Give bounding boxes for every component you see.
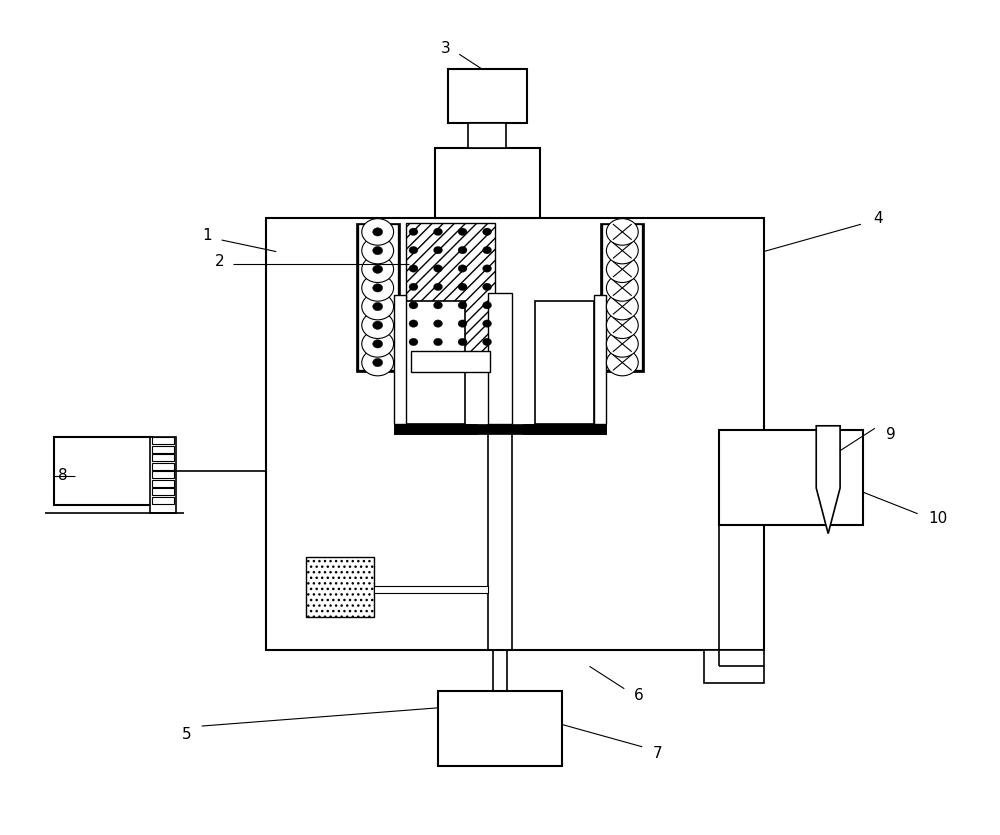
Circle shape xyxy=(362,275,394,301)
Polygon shape xyxy=(816,426,840,534)
Circle shape xyxy=(458,228,467,235)
Text: 6: 6 xyxy=(634,688,644,703)
Circle shape xyxy=(434,301,442,309)
Circle shape xyxy=(606,219,638,245)
Bar xyxy=(594,295,606,424)
Bar xyxy=(150,437,176,513)
Circle shape xyxy=(458,338,467,346)
Circle shape xyxy=(606,312,638,338)
Ellipse shape xyxy=(410,250,485,277)
Circle shape xyxy=(373,228,383,236)
Bar xyxy=(468,123,506,148)
Bar xyxy=(438,691,562,766)
Text: 5: 5 xyxy=(182,726,192,741)
Circle shape xyxy=(362,219,394,245)
Circle shape xyxy=(458,301,467,309)
Circle shape xyxy=(373,358,383,367)
Circle shape xyxy=(483,338,492,346)
Bar xyxy=(152,472,174,478)
Circle shape xyxy=(409,246,418,254)
Circle shape xyxy=(409,301,418,309)
Bar xyxy=(152,497,174,504)
Bar xyxy=(535,301,594,424)
Bar xyxy=(394,295,406,424)
Bar xyxy=(704,650,764,683)
Bar xyxy=(719,430,863,525)
Circle shape xyxy=(606,237,638,264)
Circle shape xyxy=(373,265,383,273)
Circle shape xyxy=(483,320,492,327)
Bar xyxy=(435,148,540,219)
Circle shape xyxy=(434,246,442,254)
Circle shape xyxy=(483,246,492,254)
Circle shape xyxy=(362,293,394,320)
Circle shape xyxy=(483,265,492,272)
Circle shape xyxy=(409,320,418,327)
Bar xyxy=(152,480,174,487)
Circle shape xyxy=(458,246,467,254)
Bar xyxy=(448,69,527,123)
Circle shape xyxy=(434,283,442,291)
Circle shape xyxy=(483,283,492,291)
Bar xyxy=(411,352,490,372)
Bar xyxy=(152,488,174,495)
Circle shape xyxy=(483,301,492,309)
Text: 10: 10 xyxy=(928,511,947,526)
Bar xyxy=(603,225,641,369)
Circle shape xyxy=(483,228,492,235)
Circle shape xyxy=(434,338,442,346)
Bar xyxy=(152,463,174,470)
Bar xyxy=(600,223,644,372)
Circle shape xyxy=(606,275,638,301)
Bar xyxy=(306,557,374,616)
Circle shape xyxy=(362,331,394,357)
Text: 4: 4 xyxy=(873,211,883,226)
Bar xyxy=(406,301,465,424)
Circle shape xyxy=(458,283,467,291)
Circle shape xyxy=(434,320,442,327)
Bar xyxy=(374,586,488,593)
Bar xyxy=(152,454,174,461)
Circle shape xyxy=(606,349,638,376)
Circle shape xyxy=(373,302,383,311)
Bar xyxy=(359,225,397,369)
Circle shape xyxy=(606,256,638,282)
Circle shape xyxy=(606,331,638,357)
Bar xyxy=(488,293,512,424)
Circle shape xyxy=(373,284,383,292)
Circle shape xyxy=(434,228,442,235)
Circle shape xyxy=(373,246,383,255)
Circle shape xyxy=(362,312,394,338)
Circle shape xyxy=(458,265,467,272)
Text: 9: 9 xyxy=(886,427,896,442)
Text: 1: 1 xyxy=(202,227,211,242)
Text: 7: 7 xyxy=(652,746,662,761)
Bar xyxy=(394,424,606,434)
Text: 8: 8 xyxy=(58,468,67,483)
Bar xyxy=(266,219,764,650)
Bar xyxy=(54,437,152,504)
Circle shape xyxy=(606,293,638,320)
Circle shape xyxy=(362,237,394,264)
Text: 3: 3 xyxy=(440,41,450,56)
Circle shape xyxy=(409,265,418,272)
Bar xyxy=(406,223,495,359)
Bar xyxy=(356,223,400,372)
Circle shape xyxy=(409,338,418,346)
Circle shape xyxy=(458,320,467,327)
Circle shape xyxy=(362,349,394,376)
Bar xyxy=(152,446,174,453)
Circle shape xyxy=(373,321,383,329)
Circle shape xyxy=(373,340,383,348)
Circle shape xyxy=(362,256,394,282)
Circle shape xyxy=(434,265,442,272)
Bar xyxy=(394,424,477,434)
Bar xyxy=(152,438,174,444)
Text: 2: 2 xyxy=(215,254,224,269)
Bar xyxy=(523,424,606,434)
Circle shape xyxy=(409,283,418,291)
Circle shape xyxy=(409,228,418,235)
